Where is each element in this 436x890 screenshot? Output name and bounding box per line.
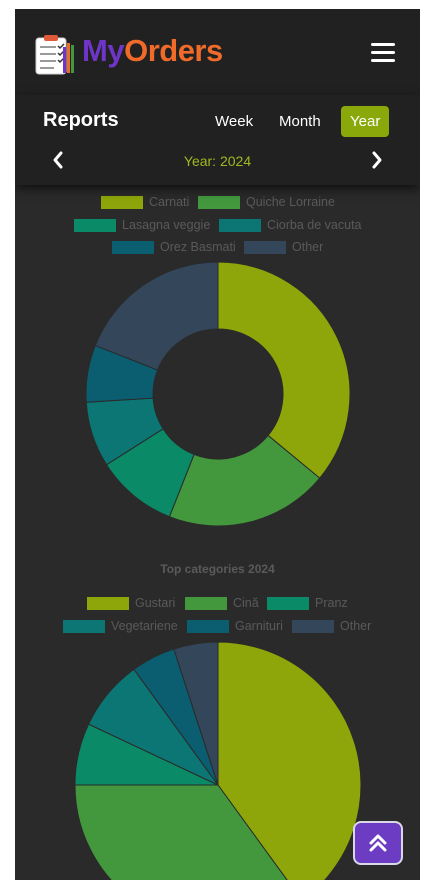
top-navbar: MyOrders <box>15 9 420 95</box>
chart-slice-other[interactable] <box>173 641 219 786</box>
chart-slice-quiche-lorraine[interactable] <box>168 434 321 527</box>
legend-swatch <box>101 196 143 209</box>
legend-swatch <box>198 196 240 209</box>
legend-swatch <box>87 597 129 610</box>
legend-swatch <box>292 620 334 633</box>
chart-slice-gustari[interactable] <box>217 641 362 880</box>
brand-my: My <box>82 33 125 68</box>
legend-label: Vegetariene <box>111 619 178 633</box>
chart-slice-carnati[interactable] <box>217 261 351 479</box>
legend-swatch <box>112 241 154 254</box>
legend-label: Ciorba de vacuta <box>267 218 362 232</box>
scroll-to-top-button[interactable] <box>353 821 403 865</box>
double-chevron-up-icon <box>369 834 387 852</box>
legend-swatch <box>63 620 105 633</box>
legend-swatch <box>185 597 227 610</box>
chart-slice-other[interactable] <box>94 261 219 371</box>
legend-label: Lasagna veggie <box>122 218 211 232</box>
pie-chart <box>74 641 362 880</box>
legend-label: Cină <box>233 596 259 610</box>
legend-label: Garnituri <box>235 619 283 633</box>
tab-year[interactable]: Year <box>341 106 390 137</box>
app-frame: MyOrders Reports Week Month Year Year: 2… <box>15 9 420 880</box>
legend-swatch <box>219 219 261 232</box>
chart-title: Top categories 2024 <box>160 562 275 576</box>
tab-month[interactable]: Month <box>279 113 321 130</box>
tab-week[interactable]: Week <box>215 113 254 130</box>
reports-header: Reports Week Month Year Year: 2024 <box>15 95 420 185</box>
legend-swatch <box>187 620 229 633</box>
doughnut-chart <box>85 261 351 527</box>
legend-label: Carnati <box>149 195 190 209</box>
hamburger-menu-icon[interactable] <box>371 43 395 63</box>
legend-label: Other <box>292 240 324 254</box>
legend-label: Gustari <box>135 596 176 610</box>
clipboard-logo-icon[interactable] <box>33 33 77 77</box>
brand-orders: Orders <box>124 33 223 68</box>
chevron-left-icon[interactable] <box>51 150 65 170</box>
legend-swatch <box>244 241 286 254</box>
legend-label: Orez Basmati <box>160 240 236 254</box>
chart-slice-cin-[interactable] <box>74 784 302 880</box>
chevron-right-icon[interactable] <box>370 150 384 170</box>
year-label: Year: 2024 <box>183 153 252 169</box>
legend-swatch <box>74 219 116 232</box>
legend-label: Quiche Lorraine <box>246 195 335 209</box>
legend-label: Pranz <box>315 596 348 610</box>
legend-label: Other <box>340 619 372 633</box>
brand-title: MyOrders <box>82 33 223 69</box>
legend-swatch <box>267 597 309 610</box>
page-title: Reports <box>43 109 119 131</box>
